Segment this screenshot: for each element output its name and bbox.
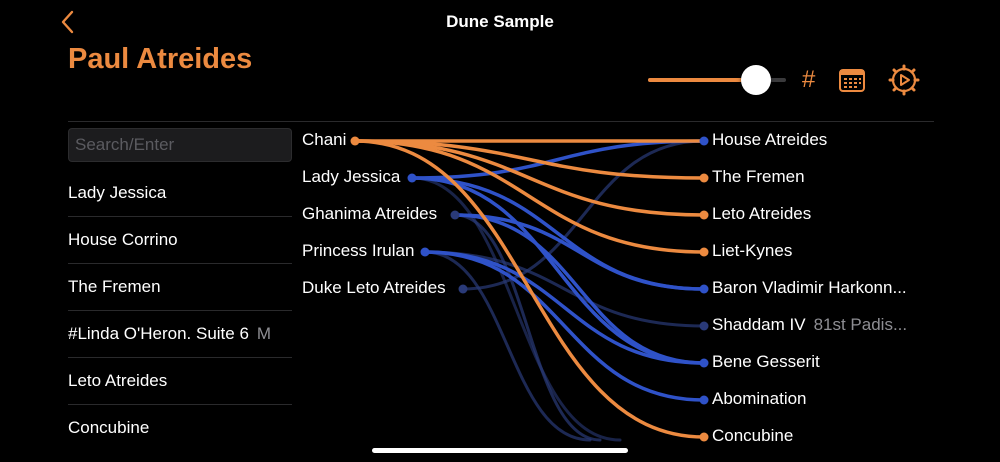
target-node[interactable]: Liet-Kynes — [712, 241, 792, 261]
target-node[interactable]: Bene Gesserit — [712, 352, 820, 372]
source-node-label[interactable]: Chani — [302, 130, 347, 149]
target-node[interactable]: The Fremen — [712, 167, 805, 187]
target-node[interactable]: Concubine — [712, 426, 793, 446]
gear-play-icon — [888, 64, 920, 96]
relationship-link — [453, 213, 706, 365]
relationship-link — [410, 176, 622, 442]
source-node-label[interactable]: Princess Irulan — [302, 241, 415, 260]
relationship-link — [353, 139, 706, 217]
relationship-link — [453, 213, 706, 291]
list-item[interactable]: House Corrino — [68, 217, 292, 264]
back-button[interactable] — [58, 8, 94, 40]
target-node-label: Leto Atreides — [712, 204, 812, 223]
list-item-label: Leto Atreides — [68, 371, 168, 390]
node-dot — [699, 432, 709, 442]
list-item-label: #Linda O'Heron. Suite 6 — [68, 324, 249, 343]
target-node-label: The Fremen — [712, 167, 805, 186]
calendar-button[interactable] — [838, 66, 866, 99]
list-item-label: Concubine — [68, 418, 150, 434]
target-node-label: Bene Gesserit — [712, 352, 820, 371]
relationship-link — [423, 250, 592, 442]
header-divider — [68, 121, 934, 122]
node-dot — [407, 173, 417, 183]
source-node-label[interactable]: Lady Jessica — [302, 167, 401, 186]
node-dot — [350, 136, 360, 146]
target-node[interactable]: Leto Atreides — [712, 204, 811, 224]
list-item[interactable]: Lady Jessica — [68, 170, 292, 217]
node-dot — [699, 358, 709, 368]
target-node-label: Baron Vladimir Harkonn... — [712, 278, 907, 297]
list-item-label: House Corrino — [68, 230, 178, 249]
list-item[interactable]: Concubine — [68, 405, 292, 434]
app-title: Dune Sample — [446, 12, 554, 31]
relationship-link — [423, 250, 706, 402]
target-node-label: Abomination — [712, 389, 807, 408]
node-dot — [699, 173, 709, 183]
node-dot — [450, 210, 460, 220]
target-node[interactable]: Abomination — [712, 389, 807, 409]
list-item-subtitle: M — [256, 324, 272, 343]
node-dot — [458, 284, 468, 294]
node-dot — [699, 210, 709, 220]
list-item[interactable]: Leto Atreides — [68, 358, 292, 405]
entity-list[interactable]: Lady Jessica House Corrino The Fremen #Lind… — [68, 170, 292, 434]
list-item-label: The Fremen — [68, 277, 161, 296]
target-node-label: Concubine — [712, 426, 794, 445]
node-dot — [420, 247, 430, 257]
target-node-subtitle: 81st Padis... — [813, 315, 908, 334]
list-item[interactable]: The Fremen — [68, 264, 292, 311]
node-dot — [699, 284, 709, 294]
page-title: Paul Atreides — [68, 43, 253, 75]
settings-button[interactable] — [888, 64, 920, 101]
search-field[interactable] — [68, 128, 292, 162]
node-dot — [699, 136, 709, 146]
target-node[interactable]: House Atreides — [712, 130, 827, 150]
relationship-link — [353, 139, 706, 439]
home-indicator — [372, 448, 628, 453]
level-slider[interactable] — [648, 65, 786, 95]
list-item[interactable]: #Linda O'Heron. Suite 6 M — [68, 311, 292, 358]
hash-button[interactable]: # — [802, 66, 816, 93]
calendar-icon — [839, 69, 865, 92]
slider-fill — [648, 78, 756, 82]
node-dot — [699, 321, 709, 331]
node-dot — [699, 395, 709, 405]
target-node-label: Shaddam IV — [712, 315, 806, 334]
relationship-link — [453, 213, 602, 442]
source-node-label[interactable]: Duke Leto Atreides — [302, 278, 446, 297]
target-node[interactable]: Baron Vladimir Harkonn... — [712, 278, 907, 298]
target-node-label: Liet-Kynes — [712, 241, 793, 260]
source-node-label[interactable]: Ghanima Atreides — [302, 204, 438, 223]
relationship-link — [353, 139, 706, 254]
slider-thumb[interactable] — [740, 65, 771, 95]
target-node[interactable]: Shaddam IV 81st Padis... — [712, 315, 907, 335]
relationship-link — [353, 139, 706, 180]
target-node-label: House Atreides — [712, 130, 828, 149]
node-dot — [699, 247, 709, 257]
chevron-left-icon — [61, 10, 74, 34]
list-item-label: Lady Jessica — [68, 183, 167, 202]
relationship-link — [410, 139, 706, 180]
search-input[interactable] — [69, 129, 291, 161]
